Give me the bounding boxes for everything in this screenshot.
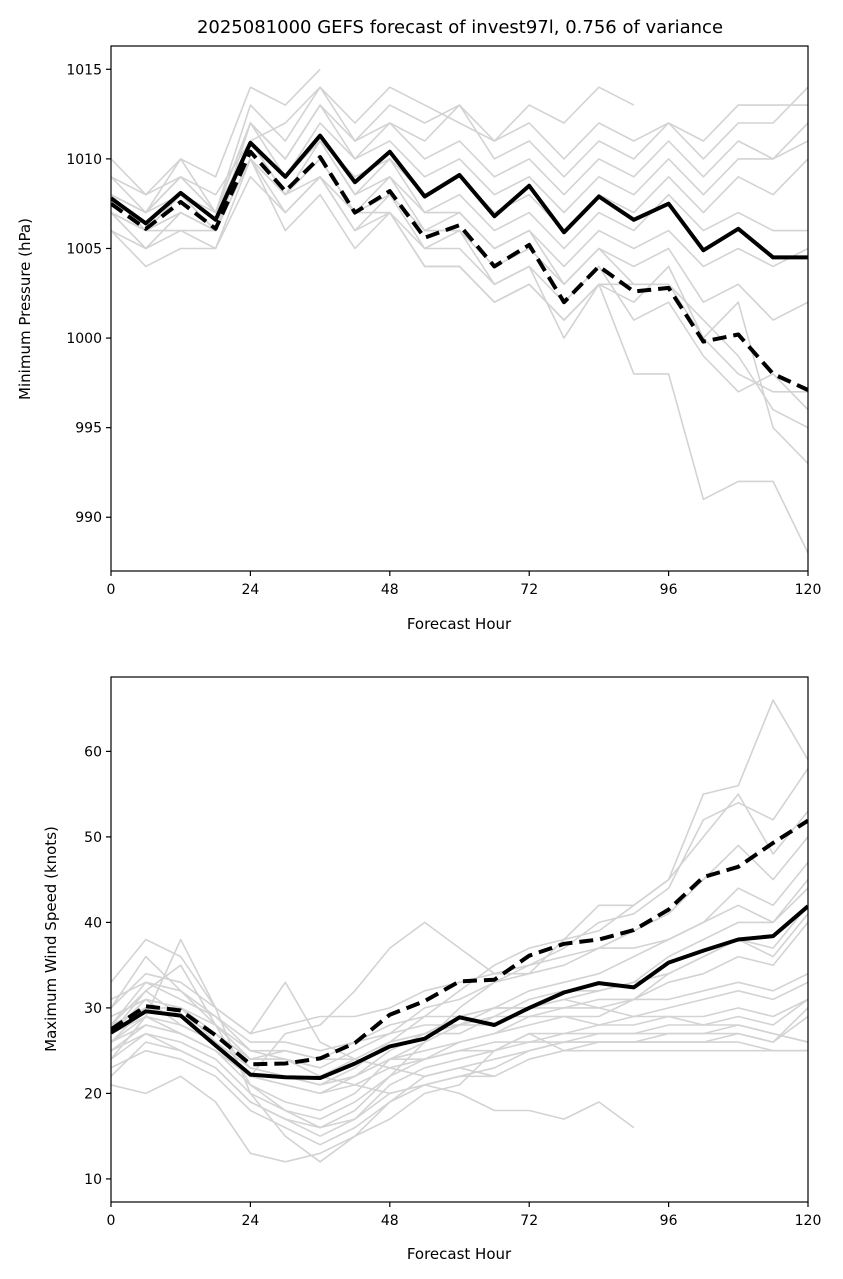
pressure-y-tick-label: 1005: [66, 241, 102, 257]
wind-dashed-line: [111, 818, 808, 1067]
wind-member-line-21: [111, 1007, 808, 1129]
wind-member-line-22: [111, 904, 808, 1060]
wind-plot-area: [111, 699, 808, 1163]
wind-x-tick-label: 48: [381, 1213, 399, 1229]
pressure-axes: 0 24 48 72 96 120 990 995 1000 1005 1010 1015: [66, 45, 822, 598]
pressure-x-tick-label: 24: [241, 582, 259, 598]
pressure-solid-line: [111, 133, 808, 260]
wind-y-tick-label: 10: [84, 1172, 102, 1188]
wind-y-axis-label: Maximum Wind Speed (knots): [42, 826, 60, 1052]
wind-member-line-19: [111, 1015, 808, 1086]
pressure-y-tick-label: 1000: [66, 331, 102, 347]
pressure-plot-area: [111, 68, 808, 554]
pressure-y-tick-label: 1010: [66, 152, 102, 168]
wind-member-line-3: [111, 938, 808, 1163]
pressure-member-line-4: [111, 86, 808, 196]
pressure-x-axis-label: Forecast Hour: [407, 615, 512, 633]
wind-y-tick-label: 30: [84, 1001, 102, 1017]
wind-y-tick-label: 60: [84, 744, 102, 760]
wind-y-tick-label: 20: [84, 1086, 102, 1102]
chart-title: 2025081000 GEFS forecast of invest97l, 0…: [197, 17, 723, 38]
wind-axes: 0 24 48 72 96 120 10 20 30 40 50 60: [84, 676, 822, 1229]
wind-member-line-9: [111, 879, 808, 1086]
pressure-member-line-2: [111, 86, 635, 232]
pressure-y-tick-label: 990: [75, 510, 102, 526]
wind-series-layer: [111, 699, 808, 1163]
pressure-x-tick-label: 48: [381, 582, 399, 598]
wind-x-tick-label: 0: [107, 1213, 116, 1229]
wind-member-line-7: [111, 836, 808, 1069]
pressure-axes-frame: [110, 45, 809, 572]
pressure-x-tick-label: 96: [660, 582, 678, 598]
wind-x-tick-label: 24: [241, 1213, 259, 1229]
wind-axes-frame: [110, 676, 809, 1203]
wind-x-tick-label: 120: [795, 1213, 822, 1229]
wind-x-tick-label: 72: [520, 1213, 538, 1229]
pressure-dashed-line: [111, 149, 808, 392]
pressure-panel: 2025081000 GEFS forecast of invest97l, 0…: [16, 17, 821, 633]
wind-member-line-11: [111, 921, 808, 1120]
pressure-x-tick-label: 0: [107, 582, 116, 598]
wind-x-axis-label: Forecast Hour: [407, 1245, 512, 1263]
wind-member-line-20: [111, 887, 808, 1035]
pressure-member-line-8: [111, 140, 808, 250]
wind-solid-line: [111, 904, 808, 1080]
pressure-y-tick-label: 1015: [66, 62, 102, 78]
wind-x-tick-label: 96: [660, 1213, 678, 1229]
pressure-y-axis-label: Minimum Pressure (hPa): [16, 218, 34, 400]
pressure-x-tick-label: 72: [520, 582, 538, 598]
pressure-x-tick-label: 120: [795, 582, 822, 598]
wind-member-line-15: [111, 998, 808, 1146]
wind-panel: 0 24 48 72 96 120 10 20 30 40 50 60 Forecast Hour M…: [42, 676, 822, 1263]
pressure-member-line-14: [111, 140, 808, 411]
wind-y-tick-label: 40: [84, 915, 102, 931]
pressure-series-layer: [111, 68, 808, 554]
pressure-y-tick-label: 995: [75, 421, 102, 437]
wind-y-tick-label: 50: [84, 830, 102, 846]
